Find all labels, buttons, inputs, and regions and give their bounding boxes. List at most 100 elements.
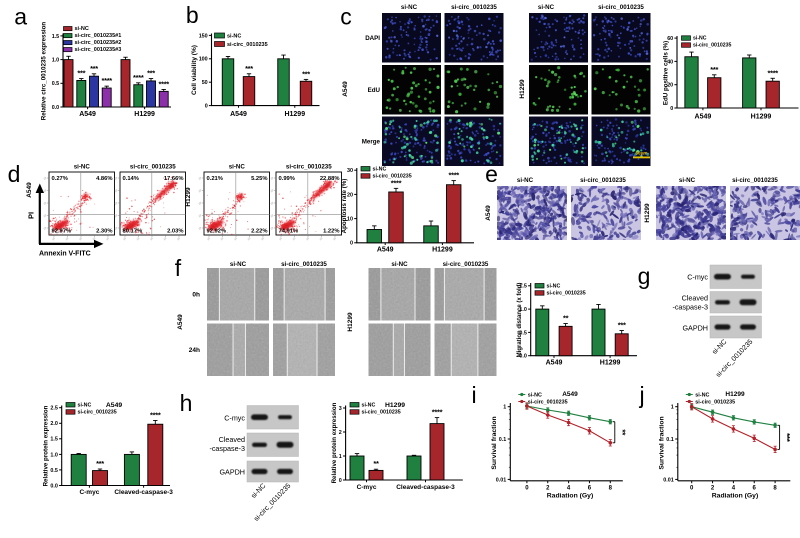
svg-text:Cell viability (%): Cell viability (%) <box>191 45 198 95</box>
svg-text:2.0: 2.0 <box>50 421 58 427</box>
svg-text:EdU positive cells (%): EdU positive cells (%) <box>663 41 670 105</box>
svg-text:8: 8 <box>773 486 777 492</box>
svg-text:10: 10 <box>197 188 202 193</box>
svg-text:74.91%: 74.91% <box>279 229 299 235</box>
svg-text:si-circ_0010235: si-circ_0010235 <box>78 410 117 416</box>
svg-text:10: 10 <box>278 236 283 241</box>
svg-text:10: 10 <box>42 200 47 205</box>
svg-text:si-NC: si-NC <box>401 4 418 11</box>
svg-text:PI: PI <box>27 212 36 219</box>
svg-text:si-NC: si-NC <box>78 402 92 408</box>
svg-text:10: 10 <box>105 236 110 241</box>
svg-text:A549: A549 <box>546 360 563 367</box>
svg-text:**: ** <box>617 429 626 436</box>
svg-text:0.0: 0.0 <box>52 105 60 111</box>
svg-text:0: 0 <box>205 104 208 110</box>
svg-text:si-NC: si-NC <box>693 36 707 42</box>
svg-text:Survival fraction: Survival fraction <box>491 416 498 469</box>
svg-text:si-circ_0010235: si-circ_0010235 <box>598 4 644 11</box>
svg-text:1: 1 <box>671 405 674 411</box>
svg-text:GAPDH: GAPDH <box>219 468 245 477</box>
svg-text:si-circ_0010235: si-circ_0010235 <box>362 410 401 416</box>
svg-text:-caspase-3: -caspase-3 <box>209 444 245 453</box>
svg-text:****: **** <box>150 411 161 420</box>
svg-text:10: 10 <box>113 213 118 218</box>
svg-text:H1299: H1299 <box>725 391 745 398</box>
svg-text:si-circ_0010235: si-circ_0010235 <box>732 177 778 184</box>
svg-text:***: *** <box>90 64 98 73</box>
svg-text:C-myc: C-myc <box>687 273 708 282</box>
svg-text:24h: 24h <box>189 347 200 354</box>
svg-text:si-circ_0010235: si-circ_0010235 <box>528 400 568 406</box>
svg-text:10: 10 <box>219 236 224 241</box>
svg-text:50: 50 <box>202 80 208 86</box>
svg-text:Merge: Merge <box>362 139 381 146</box>
svg-text:A549: A549 <box>485 205 492 221</box>
svg-text:H1299: H1299 <box>519 79 526 99</box>
svg-text:H1299: H1299 <box>644 203 651 223</box>
svg-text:f: f <box>175 255 182 281</box>
svg-text:10: 10 <box>197 200 202 205</box>
svg-text:Cleaved-caspase-3: Cleaved-caspase-3 <box>114 489 173 496</box>
svg-text:2: 2 <box>546 486 550 492</box>
svg-text:10: 10 <box>291 236 296 241</box>
svg-text:40: 40 <box>667 59 673 65</box>
svg-text:si-NC: si-NC <box>227 33 241 39</box>
svg-text:b: b <box>186 2 199 28</box>
svg-text:***: *** <box>77 69 85 78</box>
svg-text:0.01: 0.01 <box>496 477 507 483</box>
svg-text:Apoptosis rate (%): Apoptosis rate (%) <box>341 179 348 234</box>
svg-text:Radiation (Gy): Radiation (Gy) <box>712 493 758 500</box>
svg-text:A549: A549 <box>26 182 33 198</box>
svg-text:2.5: 2.5 <box>50 406 58 412</box>
svg-text:H1299: H1299 <box>134 111 155 118</box>
svg-text:0.1: 0.1 <box>499 437 507 443</box>
svg-text:H1299: H1299 <box>751 114 772 121</box>
svg-text:C-myc: C-myc <box>79 489 99 496</box>
svg-text:***: *** <box>302 69 310 78</box>
svg-text:****: **** <box>767 68 778 77</box>
svg-text:10: 10 <box>197 175 202 180</box>
svg-text:d: d <box>8 161 21 187</box>
svg-text:Cleaved: Cleaved <box>682 294 708 303</box>
svg-text:si-circ_0010235: si-circ_0010235 <box>373 174 412 180</box>
svg-text:si-NC: si-NC <box>373 166 387 172</box>
svg-text:6: 6 <box>753 486 757 492</box>
svg-text:1: 1 <box>339 454 342 460</box>
svg-text:si-circ_0010235#1: si-circ_0010235#1 <box>75 33 122 39</box>
svg-text:si-NC: si-NC <box>517 177 534 184</box>
svg-text:10: 10 <box>78 236 83 241</box>
svg-text:17.66%: 17.66% <box>164 176 184 182</box>
svg-text:0: 0 <box>690 486 694 492</box>
svg-text:0.5: 0.5 <box>519 330 527 336</box>
svg-text:0.1: 0.1 <box>666 437 674 443</box>
svg-text:A549: A549 <box>377 247 394 254</box>
svg-text:si-circ_0010235: si-circ_0010235 <box>227 42 268 48</box>
svg-text:10: 10 <box>42 213 47 218</box>
svg-text:Migration distance (x fold): Migration distance (x fold) <box>517 283 523 358</box>
svg-text:-caspase-3: -caspase-3 <box>672 303 708 312</box>
svg-text:10: 10 <box>269 213 274 218</box>
svg-text:DAPI: DAPI <box>365 35 380 42</box>
svg-text:si-circ_0010235: si-circ_0010235 <box>286 163 332 170</box>
svg-text:6: 6 <box>588 486 592 492</box>
svg-text:***: *** <box>147 69 155 78</box>
svg-text:10: 10 <box>113 200 118 205</box>
svg-text:si-NC: si-NC <box>538 4 555 11</box>
svg-text:Cleaved: Cleaved <box>219 435 245 444</box>
svg-text:150: 150 <box>199 33 208 39</box>
svg-text:10: 10 <box>149 236 154 241</box>
svg-text:0.5: 0.5 <box>50 468 58 474</box>
svg-text:****: **** <box>432 408 443 417</box>
svg-text:0h: 0h <box>192 292 200 299</box>
svg-text:2: 2 <box>711 486 715 492</box>
svg-text:A549: A549 <box>79 111 96 118</box>
svg-text:GAPDH: GAPDH <box>682 324 708 333</box>
svg-text:Annexin V-FITC: Annexin V-FITC <box>39 251 91 258</box>
svg-text:3: 3 <box>339 406 342 412</box>
svg-text:si-NC: si-NC <box>229 163 246 170</box>
svg-text:Radiation (Gy): Radiation (Gy) <box>547 493 593 500</box>
svg-text:10: 10 <box>269 225 274 230</box>
svg-text:***: *** <box>245 64 253 73</box>
svg-text:10: 10 <box>269 175 274 180</box>
